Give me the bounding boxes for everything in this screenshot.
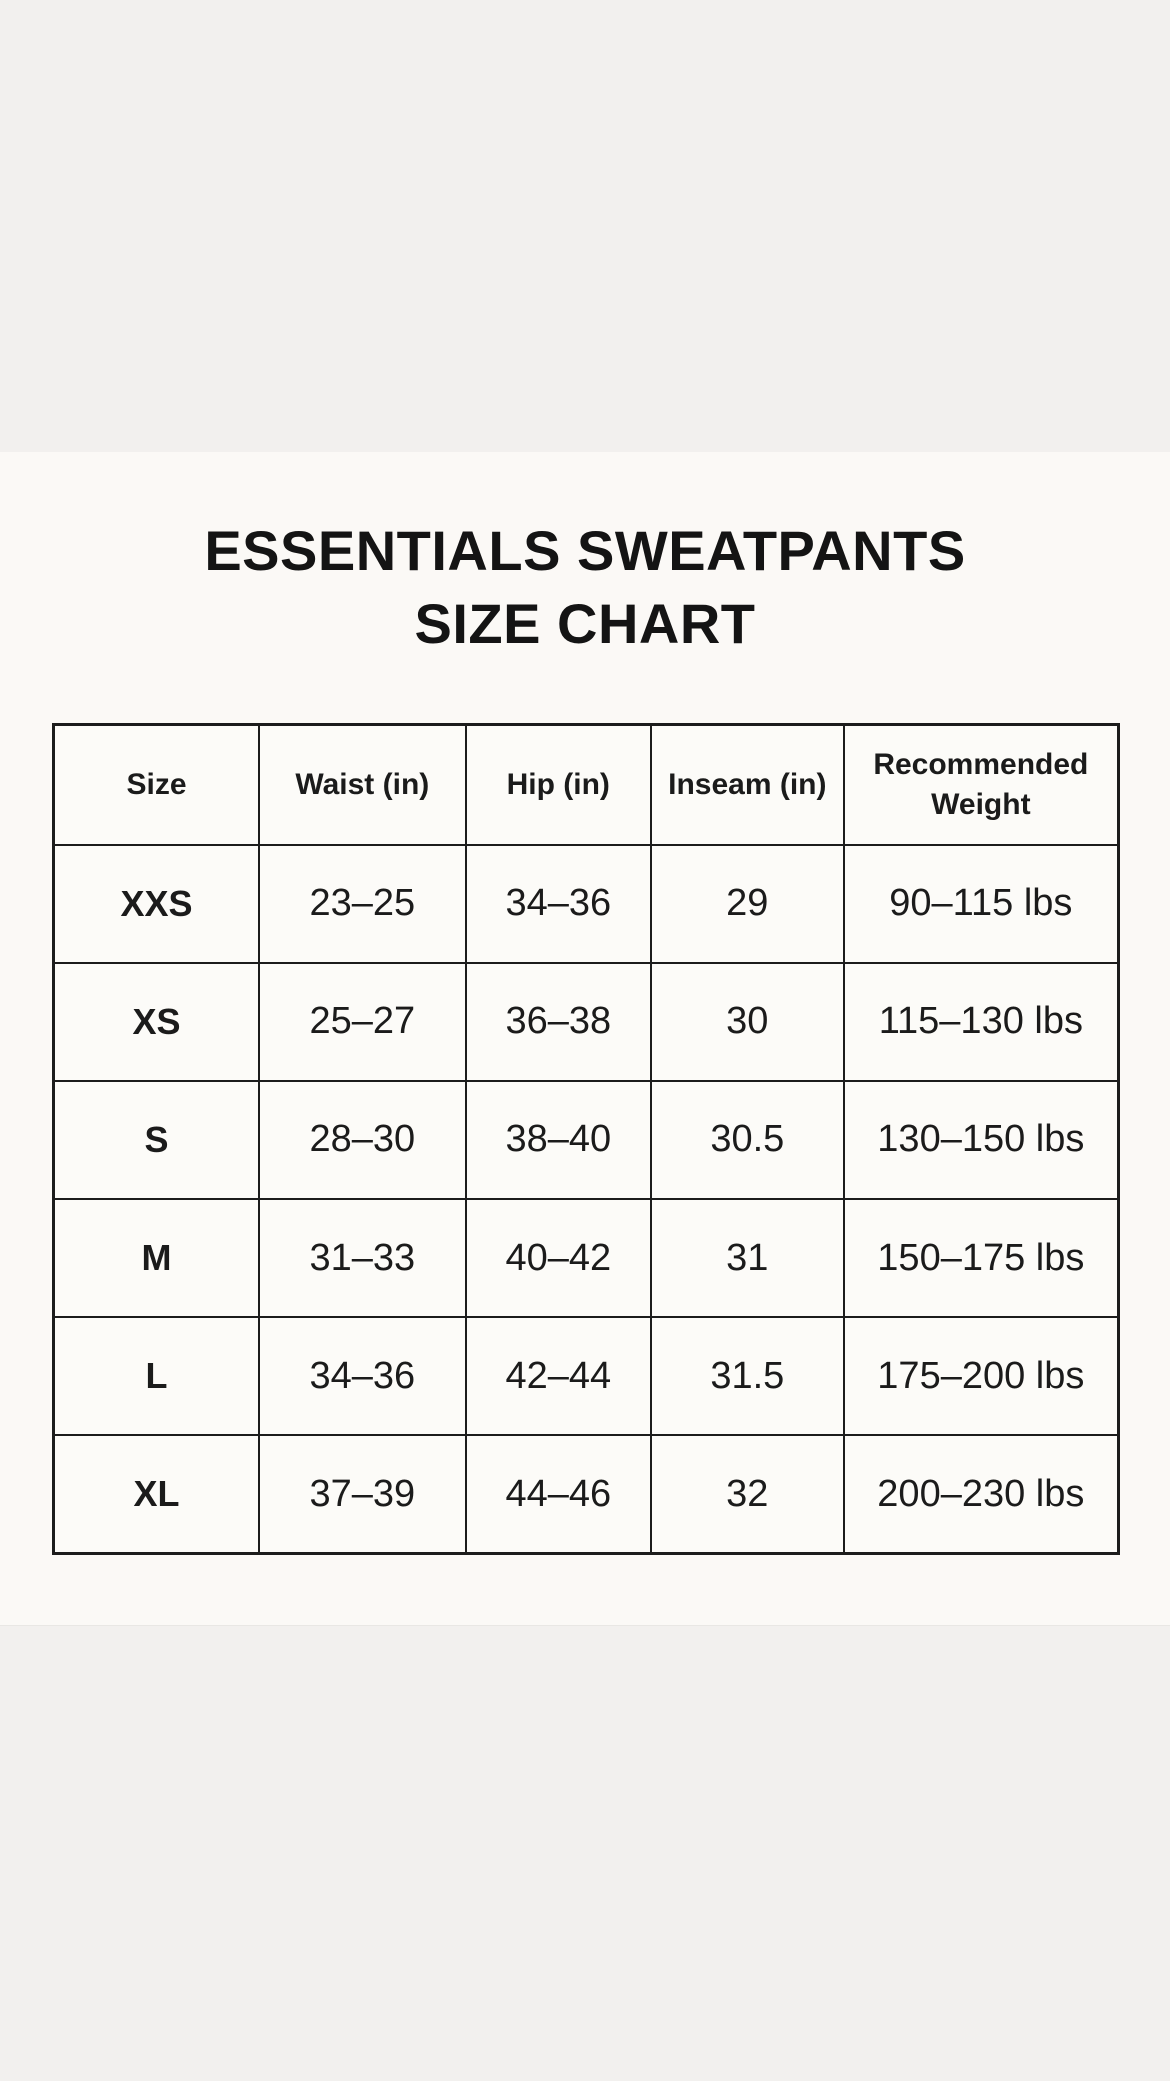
value-cell: 38–40 [464,1079,652,1200]
value-cell: 37–39 [258,1434,467,1555]
size-label-cell: S [52,1079,261,1200]
value-cell: 90–115 lbs [842,843,1120,964]
value-cell: 31–33 [258,1197,467,1319]
bottom-band [0,1625,1170,2081]
value-cell: 29 [649,843,845,964]
column-header: Recommended Weight [842,723,1120,846]
value-cell: 40–42 [464,1197,652,1319]
table-header-row: Size Waist (in) Hip (in) Inseam (in) Recomme… [52,723,1120,846]
size-chart-table: Size Waist (in) Hip (in) Inseam (in) Recomme… [52,723,1120,1555]
size-chart-panel: ESSENTIALS SWEATPANTS SIZE CHART Size Wai… [0,452,1170,1625]
top-band [0,0,1170,453]
size-chart-table-wrap: Size Waist (in) Hip (in) Inseam (in) Recomme… [52,723,1120,1555]
column-header: Size [52,723,261,846]
value-cell: 42–44 [464,1316,652,1437]
value-cell: 44–46 [464,1434,652,1555]
value-cell: 150–175 lbs [842,1197,1120,1319]
value-cell: 36–38 [464,961,652,1082]
value-cell: 115–130 lbs [842,961,1120,1082]
value-cell: 32 [649,1434,845,1555]
value-cell: 130–150 lbs [842,1079,1120,1200]
value-cell: 34–36 [464,843,652,964]
value-cell: 28–30 [258,1079,467,1200]
size-label-cell: XL [52,1434,261,1555]
page-title-line-1: ESSENTIALS SWEATPANTS [204,519,966,582]
value-cell: 23–25 [258,843,467,964]
value-cell: 30.5 [649,1079,845,1200]
table-row: S 28–30 38–40 30.5 130–150 lbs [52,1079,1120,1200]
value-cell: 25–27 [258,961,467,1082]
value-cell: 200–230 lbs [842,1434,1120,1555]
table-row: M 31–33 40–42 31 150–175 lbs [52,1197,1120,1319]
value-cell: 31.5 [649,1316,845,1437]
table-row: XL 37–39 44–46 32 200–230 lbs [52,1434,1120,1555]
column-header: Inseam (in) [649,723,845,846]
column-header: Waist (in) [258,723,467,846]
page-title-line-2: SIZE CHART [414,592,756,655]
table-row: XXS 23–25 34–36 29 90–115 lbs [52,843,1120,964]
size-label-cell: M [52,1197,261,1319]
size-label-cell: XXS [52,843,261,964]
value-cell: 30 [649,961,845,1082]
table-row: XS 25–27 36–38 30 115–130 lbs [52,961,1120,1082]
value-cell: 34–36 [258,1316,467,1437]
value-cell: 175–200 lbs [842,1316,1120,1437]
size-label-cell: L [52,1316,261,1437]
size-label-cell: XS [52,961,261,1082]
column-header: Hip (in) [464,723,652,846]
page-title: ESSENTIALS SWEATPANTS SIZE CHART [0,452,1170,660]
table-row: L 34–36 42–44 31.5 175–200 lbs [52,1316,1120,1437]
value-cell: 31 [649,1197,845,1319]
